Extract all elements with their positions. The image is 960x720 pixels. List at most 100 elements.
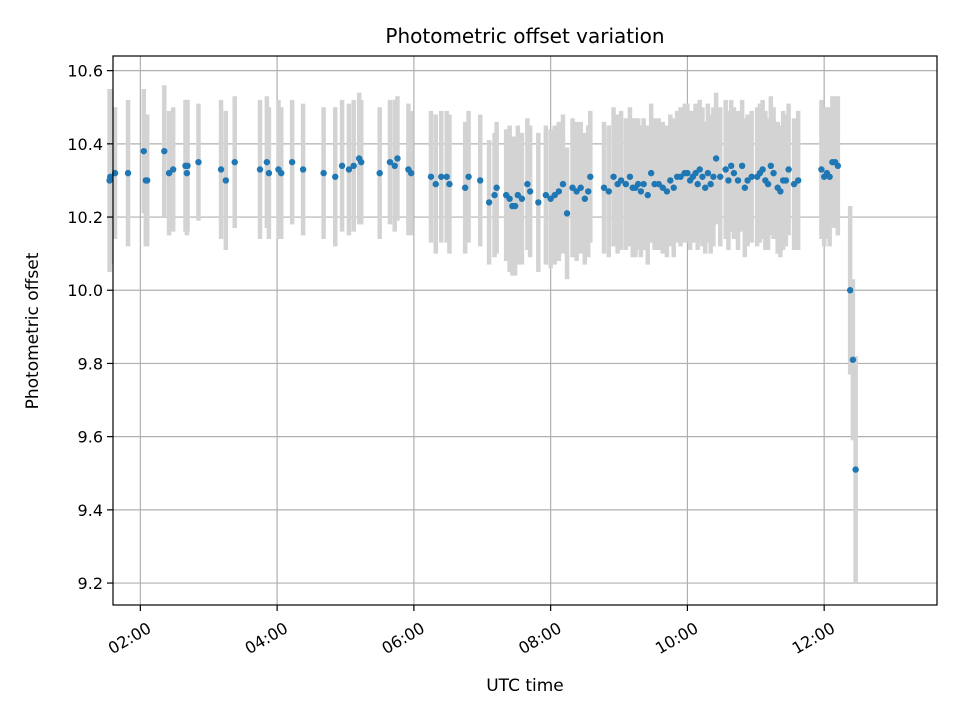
data-point [707, 180, 714, 188]
data-point [818, 166, 825, 173]
data-point [738, 162, 746, 169]
x-tick-label: 06:00 [378, 618, 427, 658]
y-tick-label: 10.2 [67, 208, 103, 227]
y-tick-label: 9.4 [78, 501, 103, 520]
x-tick-label: 12:00 [789, 618, 838, 658]
data-point [622, 180, 630, 188]
data-point [587, 173, 594, 180]
x-axis-ticks: 02:00 04:00 06:00 08:00 10:00 12:00 [105, 605, 838, 658]
data-point [730, 169, 738, 177]
data-point [165, 169, 173, 177]
data-point [124, 169, 132, 177]
x-tick-label: 02:00 [105, 618, 154, 658]
data-point [358, 158, 365, 166]
data-point [386, 158, 394, 166]
data-point [443, 173, 450, 180]
data-point [767, 162, 775, 169]
data-point [610, 173, 617, 180]
data-point [699, 173, 706, 180]
data-point [581, 195, 589, 202]
x-tick-label: 10:00 [652, 618, 701, 658]
data-point [169, 166, 177, 173]
data-point [299, 166, 307, 173]
data-point [794, 177, 802, 184]
data-point [140, 147, 147, 155]
x-axis-title: UTC time [486, 676, 564, 696]
data-point [535, 199, 542, 206]
data-point [605, 188, 612, 195]
data-point [741, 184, 749, 191]
data-point [785, 166, 792, 173]
data-point [569, 184, 576, 191]
data-point [514, 191, 522, 199]
data-point [511, 202, 519, 210]
data-point [465, 173, 472, 180]
y-axis-title: Photometric offset [23, 252, 43, 409]
data-point [506, 195, 513, 202]
data-point [345, 166, 353, 173]
data-point [647, 169, 655, 177]
data-point [407, 169, 415, 177]
chart-title: Photometric offset variation [385, 24, 664, 48]
data-point [577, 184, 584, 191]
data-point [684, 169, 691, 177]
y-tick-label: 9.6 [78, 428, 103, 447]
data-point [485, 199, 493, 206]
y-tick-label: 10.0 [67, 281, 103, 300]
data-point [491, 191, 498, 199]
data-point [734, 177, 742, 184]
error-bars [107, 85, 858, 584]
data-point [278, 169, 285, 177]
data-point [722, 166, 729, 173]
data-point [640, 180, 647, 188]
data-point [727, 162, 735, 169]
data-point [195, 158, 202, 166]
data-point [696, 166, 703, 173]
data-point [637, 188, 645, 195]
data-point [231, 158, 238, 166]
data-point [644, 191, 651, 199]
data-point [852, 466, 859, 473]
data-point [717, 173, 724, 180]
y-axis-ticks: 9.2 9.4 9.6 9.8 10.0 10.2 10.4 10.6 [67, 62, 113, 593]
y-tick-label: 10.4 [67, 135, 103, 154]
data-point [446, 180, 453, 188]
data-point [438, 173, 445, 180]
data-point [634, 180, 642, 188]
data-point [694, 180, 701, 188]
data-point [143, 177, 151, 184]
x-tick-label: 04:00 [242, 618, 291, 658]
data-point [256, 166, 264, 173]
data-point [461, 184, 469, 191]
y-tick-label: 10.6 [67, 62, 103, 81]
data-point [288, 158, 296, 166]
data-point [670, 184, 677, 191]
data-point [526, 188, 534, 195]
data-point [183, 169, 191, 177]
data-point [777, 188, 784, 195]
data-point [626, 173, 634, 180]
data-point [542, 191, 550, 199]
data-point [332, 173, 339, 180]
data-point [432, 180, 439, 188]
data-point [617, 177, 625, 184]
data-point [263, 158, 271, 166]
data-point [704, 169, 712, 177]
data-point [391, 162, 398, 169]
data-point [764, 180, 772, 188]
data-point [770, 169, 777, 177]
data-point [394, 155, 401, 162]
data-point [585, 188, 592, 195]
data-point [320, 169, 327, 177]
data-point [376, 169, 383, 177]
data-point [217, 166, 225, 173]
data-point [551, 191, 558, 199]
y-tick-label: 9.8 [78, 354, 103, 373]
data-point [161, 147, 168, 155]
data-point [524, 180, 531, 188]
plot-frame [112, 55, 938, 606]
data-points [106, 147, 859, 473]
data-point [547, 195, 554, 202]
data-point [790, 180, 798, 188]
